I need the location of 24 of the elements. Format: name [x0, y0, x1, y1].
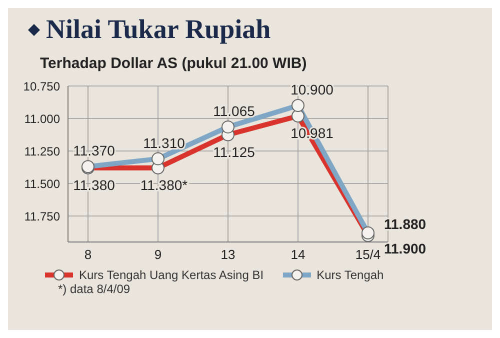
text: *) data 8/4/09: [58, 282, 132, 296]
data-label: 11.310: [143, 134, 186, 151]
y-tick-label: 11.000: [24, 112, 60, 126]
data-label: 11.900: [384, 240, 426, 256]
legend-label: Kurs Tengah Uang Kertas Asing BI: [79, 268, 264, 282]
data-label: 11.880: [384, 216, 426, 232]
y-tick-label: 11.750: [24, 209, 60, 224]
y-tick-label: 11.250: [24, 144, 60, 158]
x-tick-label: 8: [84, 247, 92, 262]
data-label: 10.900: [290, 82, 334, 98]
x-tick-label: 14: [290, 247, 306, 262]
chart-subtitle: Terhadap Dollar AS (pukul 21.00 WIB): [40, 55, 308, 72]
data-label: 11.380: [73, 176, 116, 193]
legend-label: Kurs Tengah: [316, 268, 384, 282]
y-tick-label: 10.750: [23, 79, 60, 94]
data-label: 11.125: [213, 144, 256, 160]
data-label: 11.380*: [140, 176, 188, 193]
data-label: 11.065: [213, 102, 256, 119]
chart-title: Nilai Tukar Rupiah: [46, 14, 271, 45]
x-tick-label: 13: [220, 247, 236, 262]
x-tick-label: 15/4: [355, 247, 381, 262]
x-tick-label: 9: [154, 247, 162, 262]
y-tick-label: 11.500: [24, 176, 60, 191]
data-label: 11.370: [73, 142, 116, 159]
